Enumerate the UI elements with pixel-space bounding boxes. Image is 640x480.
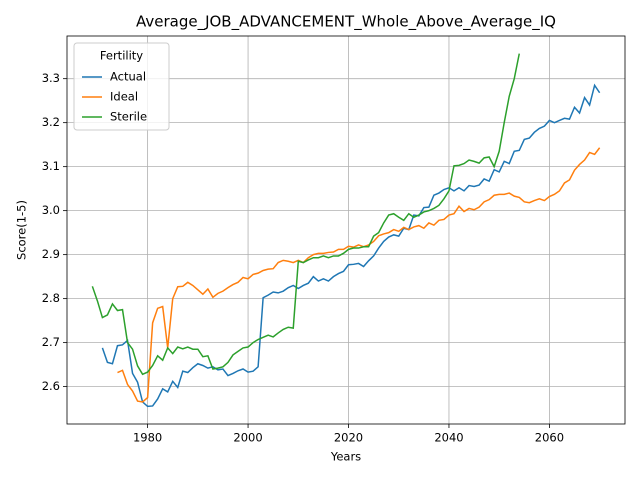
x-tick-label: 2020 bbox=[334, 431, 363, 445]
y-tick-label: 2.8 bbox=[42, 291, 60, 305]
y-tick-label: 2.7 bbox=[42, 335, 60, 349]
series-line bbox=[101, 83, 601, 408]
series-line bbox=[117, 147, 601, 403]
legend-title: Fertility bbox=[100, 49, 143, 63]
legend-label: Ideal bbox=[110, 90, 138, 104]
x-tick-label: 1980 bbox=[133, 431, 162, 445]
series-line bbox=[91, 53, 521, 376]
y-tick-label: 3.1 bbox=[42, 159, 60, 173]
x-tick-label: 2000 bbox=[233, 431, 262, 445]
plot-frame bbox=[66, 35, 626, 425]
y-tick-label: 2.9 bbox=[42, 247, 60, 261]
y-tick-label: 3.0 bbox=[42, 203, 60, 217]
chart-title: Average_JOB_ADVANCEMENT_Whole_Above_Aver… bbox=[136, 13, 556, 32]
legend-label: Actual bbox=[110, 70, 146, 84]
legend-label: Sterile bbox=[110, 110, 147, 124]
x-tick-label: 2040 bbox=[434, 431, 463, 445]
y-axis-label: Score(1-5) bbox=[15, 200, 29, 260]
legend-box bbox=[73, 42, 170, 131]
y-tick-label: 3.3 bbox=[42, 71, 60, 85]
y-tick-label: 3.2 bbox=[42, 115, 60, 129]
y-tick-label: 2.6 bbox=[42, 379, 60, 393]
x-axis-label: Years bbox=[330, 450, 361, 464]
x-tick-label: 2060 bbox=[535, 431, 564, 445]
legend: Fertility Actual Ideal Sterile bbox=[73, 42, 170, 131]
